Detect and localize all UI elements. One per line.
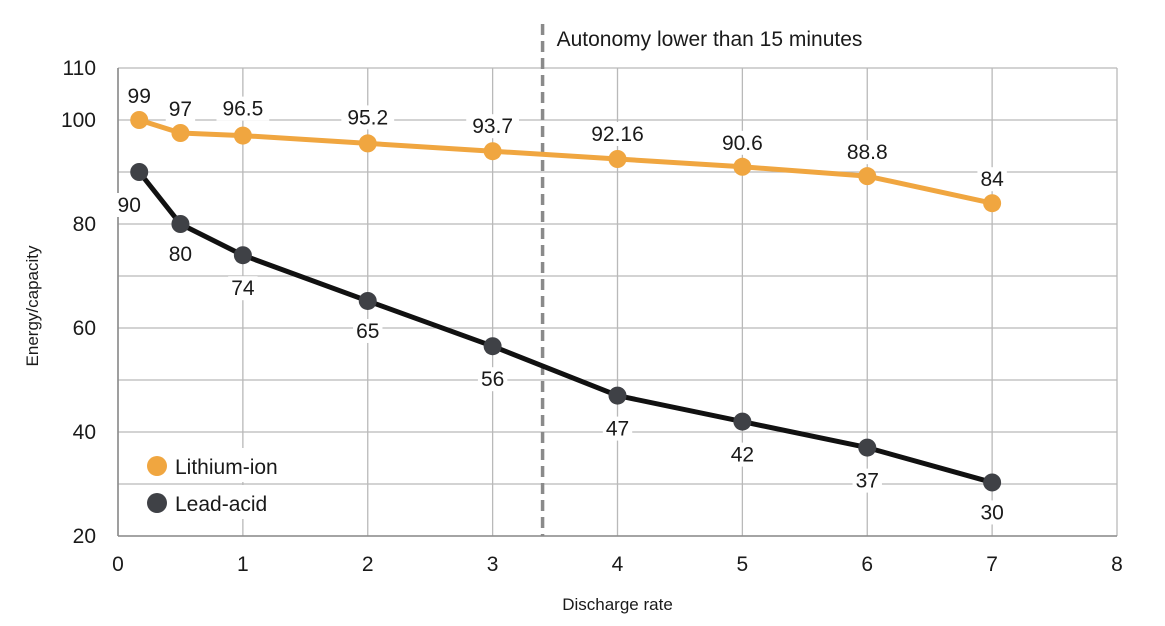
data-label-background bbox=[466, 114, 520, 139]
y-tick-label: 110 bbox=[63, 57, 96, 80]
x-tick-label: 2 bbox=[362, 553, 374, 576]
y-tick-label: 20 bbox=[73, 525, 96, 548]
data-label-background bbox=[852, 468, 882, 493]
data-point bbox=[858, 438, 877, 457]
legend-label: Lithium-ion bbox=[175, 456, 278, 479]
series bbox=[130, 111, 1002, 492]
data-point bbox=[130, 163, 149, 181]
data-point bbox=[858, 167, 877, 186]
data-label: 42 bbox=[731, 444, 754, 467]
data-point bbox=[171, 124, 190, 142]
annotation-label-background bbox=[550, 22, 897, 56]
data-label: 99 bbox=[128, 85, 151, 108]
x-tick-label: 5 bbox=[737, 553, 749, 576]
annotation: Autonomy lower than 15 minutes bbox=[540, 22, 897, 536]
data-point bbox=[233, 126, 252, 145]
data-label: 96.5 bbox=[222, 98, 263, 121]
data-point bbox=[483, 337, 502, 356]
x-tick-label: 3 bbox=[487, 553, 499, 576]
data-point bbox=[130, 111, 149, 129]
x-tick-label: 1 bbox=[237, 553, 249, 576]
x-tick-label: 4 bbox=[612, 553, 624, 576]
legend-marker bbox=[147, 493, 167, 513]
data-label: 37 bbox=[856, 470, 879, 493]
x-tick-label: 0 bbox=[112, 553, 124, 576]
x-tick-label: 7 bbox=[986, 553, 998, 576]
data-label-background bbox=[585, 122, 650, 146]
data-point bbox=[733, 157, 752, 176]
legend-background bbox=[143, 485, 308, 519]
x-tick-label: 6 bbox=[861, 553, 873, 576]
data-label-background bbox=[715, 130, 769, 155]
y-tick-label: 40 bbox=[73, 421, 96, 444]
data-point bbox=[983, 194, 1002, 213]
data-label-background bbox=[477, 367, 508, 392]
legend-background bbox=[143, 448, 308, 482]
data-label-background bbox=[727, 442, 758, 467]
data-label: 97 bbox=[169, 98, 192, 121]
x-tick-label: 8 bbox=[1111, 553, 1123, 576]
data-label: 90 bbox=[118, 194, 141, 217]
data-point bbox=[483, 142, 502, 161]
data-point bbox=[608, 150, 627, 168]
legend-marker bbox=[147, 456, 167, 476]
data-point bbox=[358, 291, 377, 310]
data-point bbox=[608, 386, 627, 405]
data-label-background bbox=[341, 105, 395, 130]
data-label-background bbox=[216, 96, 270, 121]
legend: Lithium-ion Lead-acid bbox=[143, 448, 308, 519]
data-label-background bbox=[124, 84, 154, 108]
data-label: 56 bbox=[481, 368, 504, 391]
data-label: 88.8 bbox=[847, 141, 888, 164]
data-label: 93.7 bbox=[472, 115, 513, 138]
data-point bbox=[233, 246, 252, 265]
data-label-background bbox=[977, 500, 1007, 525]
data-label: 80 bbox=[169, 243, 192, 266]
data-label: 30 bbox=[980, 501, 1003, 524]
y-tick-label: 100 bbox=[61, 109, 96, 132]
data-label: 65 bbox=[356, 320, 379, 343]
data-label-background bbox=[602, 416, 633, 441]
data-label-background bbox=[840, 140, 894, 165]
data-label: 47 bbox=[606, 418, 629, 441]
data-label-background bbox=[977, 167, 1007, 192]
data-point bbox=[733, 412, 752, 431]
data-label: 90.6 bbox=[722, 132, 763, 155]
legend-label: Lead-acid bbox=[175, 493, 267, 516]
data-labels: 99 97 96.5 95.2 93.7 92.16 90.6 88.8 84 90 80 74 65 5… bbox=[114, 84, 1007, 525]
annotation-label: Autonomy lower than 15 minutes bbox=[557, 28, 863, 51]
data-label: 95.2 bbox=[347, 106, 388, 129]
y-axis-title: Energy/capacity bbox=[23, 245, 42, 366]
data-point bbox=[983, 473, 1002, 492]
y-tick-label: 80 bbox=[73, 213, 96, 236]
data-label-background bbox=[228, 276, 258, 301]
data-label-background bbox=[165, 242, 196, 266]
data-label-background bbox=[353, 318, 383, 343]
data-label: 84 bbox=[980, 168, 1004, 191]
series-line bbox=[136, 169, 995, 485]
y-tick-label: 60 bbox=[73, 317, 96, 340]
data-label-background bbox=[165, 97, 196, 121]
x-axis-title: Discharge rate bbox=[562, 595, 673, 614]
data-label-background bbox=[114, 193, 144, 217]
data-point bbox=[358, 134, 377, 153]
data-point bbox=[171, 215, 190, 233]
data-label: 74 bbox=[231, 277, 255, 300]
data-label: 92.16 bbox=[591, 123, 644, 146]
